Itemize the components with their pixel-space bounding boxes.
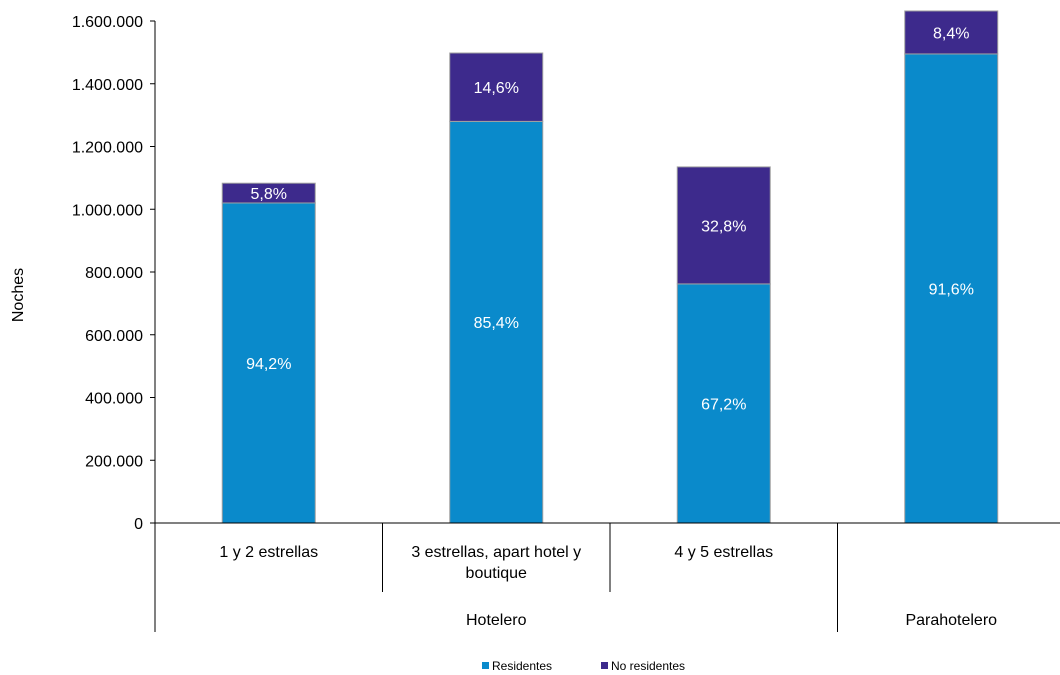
y-tick-label: 600.000 — [85, 328, 143, 345]
data-label: 5,8% — [251, 186, 287, 203]
legend-swatch — [482, 662, 489, 669]
data-label: 91,6% — [929, 281, 974, 298]
y-axis-title: Noches — [10, 268, 27, 322]
data-label: 14,6% — [474, 80, 519, 97]
group-label: Hotelero — [466, 612, 527, 629]
y-tick-label: 0 — [134, 516, 143, 533]
axes — [154, 21, 1060, 632]
bar-no-residentes — [221, 182, 316, 204]
y-tick-label: 200.000 — [85, 453, 143, 470]
y-tick-label: 400.000 — [85, 391, 143, 408]
legend-label: Residentes — [492, 659, 552, 673]
data-label: 32,8% — [701, 218, 746, 235]
data-label: 67,2% — [701, 396, 746, 413]
y-tick-label: 1.400.000 — [72, 77, 143, 94]
y-axis-ticks: 0 200.000 400.000 600.000 800.000 1.000.000 1.… — [72, 14, 155, 533]
legend-swatch — [601, 662, 608, 669]
category-label: 4 y 5 estrellas — [674, 544, 773, 561]
category-label: 1 y 2 estrellas — [219, 544, 318, 561]
bar-no-residentes — [676, 166, 771, 285]
bar-residentes — [449, 120, 544, 524]
data-label: 94,2% — [246, 356, 291, 373]
bar-no-residentes — [904, 10, 999, 55]
data-label: 8,4% — [933, 25, 969, 42]
data-label: 85,4% — [474, 315, 519, 332]
y-tick-label: 1.200.000 — [72, 140, 143, 157]
group-label: Parahotelero — [905, 612, 997, 629]
bar-no-residentes — [449, 52, 544, 122]
category-labels: 1 y 2 estrellas 3 estrellas, apart hotel … — [219, 544, 997, 629]
y-tick-label: 1.000.000 — [72, 202, 143, 219]
bars: 94,2% 5,8% 85,4% 14,6% 67,2% 32,8% 91,6% 8,4% — [221, 10, 999, 524]
y-tick-label: 1.600.000 — [72, 14, 143, 31]
y-tick-label: 800.000 — [85, 265, 143, 282]
bar-residentes — [221, 202, 316, 524]
legend: Residentes No residentes — [482, 659, 685, 673]
legend-label: No residentes — [611, 659, 685, 673]
category-label: 3 estrellas, apart hotel y boutique — [411, 544, 581, 582]
